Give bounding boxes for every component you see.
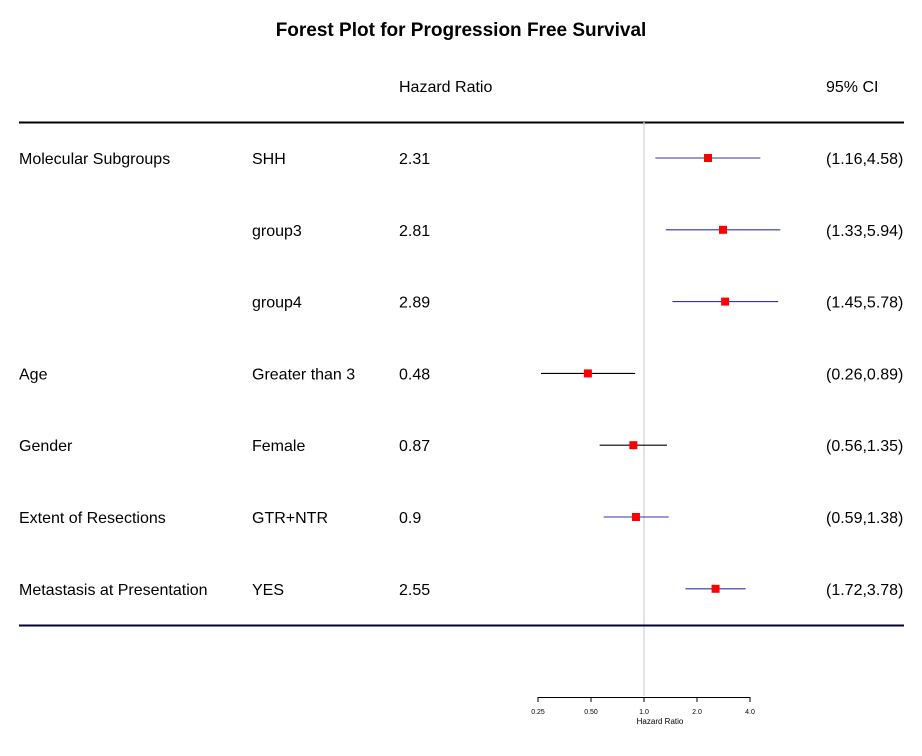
- row-ci-text: (1.72,3.78): [826, 582, 903, 599]
- x-tick-label: 1.0: [639, 709, 649, 716]
- row-ci-text: (0.59,1.38): [826, 510, 903, 527]
- row-ci-text: (1.33,5.94): [826, 223, 903, 240]
- x-tick-label: 0.50: [584, 709, 598, 716]
- row-group-label: Gender: [19, 438, 73, 455]
- chart-title: Forest Plot for Progression Free Surviva…: [276, 20, 647, 41]
- row-hazard-ratio: 2.81: [399, 223, 430, 240]
- row-hazard-ratio: 2.31: [399, 151, 430, 168]
- x-tick-label: 2.0: [692, 709, 702, 716]
- row-group-label: Age: [19, 366, 48, 383]
- x-tick-label: 0.25: [531, 709, 545, 716]
- row-hazard-ratio: 2.89: [399, 295, 430, 312]
- row-level-label: GTR+NTR: [252, 510, 328, 527]
- row-hazard-ratio: 0.9: [399, 510, 421, 527]
- row-ci-text: (0.26,0.89): [826, 366, 903, 383]
- x-tick-label: 4.0: [745, 709, 755, 716]
- point-estimate-marker: [719, 225, 728, 234]
- forest-row: Age Greater than 3 0.48 (0.26,0.89): [19, 366, 903, 383]
- column-header-hazard-ratio: Hazard Ratio: [399, 79, 492, 96]
- row-level-label: Female: [252, 438, 305, 455]
- row-ci-text: (0.56,1.35): [826, 438, 903, 455]
- x-axis-title: Hazard Ratio: [637, 717, 684, 726]
- forest-rows: Molecular Subgroups SHH 2.31 (1.16,4.58) gro…: [19, 151, 903, 599]
- forest-row: Metastasis at Presentation YES 2.55 (1.72,3…: [19, 582, 903, 599]
- x-axis-ticks: 0.25 0.50 1.0 2.0 4.0: [531, 697, 755, 716]
- row-level-label: SHH: [252, 151, 286, 168]
- row-group-label: Molecular Subgroups: [19, 151, 170, 168]
- forest-row: Extent of Resections GTR+NTR 0.9 (0.59,1.38…: [19, 510, 903, 527]
- row-ci-text: (1.45,5.78): [826, 295, 903, 312]
- forest-row: group3 2.81 (1.33,5.94): [252, 223, 903, 240]
- point-estimate-marker: [704, 154, 713, 162]
- row-hazard-ratio: 2.55: [399, 582, 430, 599]
- x-axis: 0.25 0.50 1.0 2.0 4.0 Hazard Ratio: [531, 697, 755, 726]
- point-estimate-marker: [583, 369, 592, 378]
- row-level-label: group3: [252, 223, 302, 240]
- column-header-ci: 95% CI: [826, 79, 878, 96]
- row-level-label: Greater than 3: [252, 366, 355, 383]
- forest-row: Molecular Subgroups SHH 2.31 (1.16,4.58): [19, 151, 903, 168]
- point-estimate-marker: [721, 297, 730, 306]
- row-ci-text: (1.16,4.58): [826, 151, 903, 168]
- row-hazard-ratio: 0.48: [399, 366, 430, 383]
- row-group-label: Metastasis at Presentation: [19, 582, 208, 599]
- row-hazard-ratio: 0.87: [399, 438, 430, 455]
- point-estimate-marker: [711, 584, 720, 593]
- row-level-label: group4: [252, 295, 302, 312]
- forest-row: group4 2.89 (1.45,5.78): [252, 295, 903, 312]
- forest-row: Gender Female 0.87 (0.56,1.35): [19, 438, 903, 455]
- point-estimate-marker: [629, 441, 638, 450]
- point-estimate-marker: [631, 513, 640, 521]
- row-level-label: YES: [252, 582, 284, 599]
- row-group-label: Extent of Resections: [19, 510, 166, 527]
